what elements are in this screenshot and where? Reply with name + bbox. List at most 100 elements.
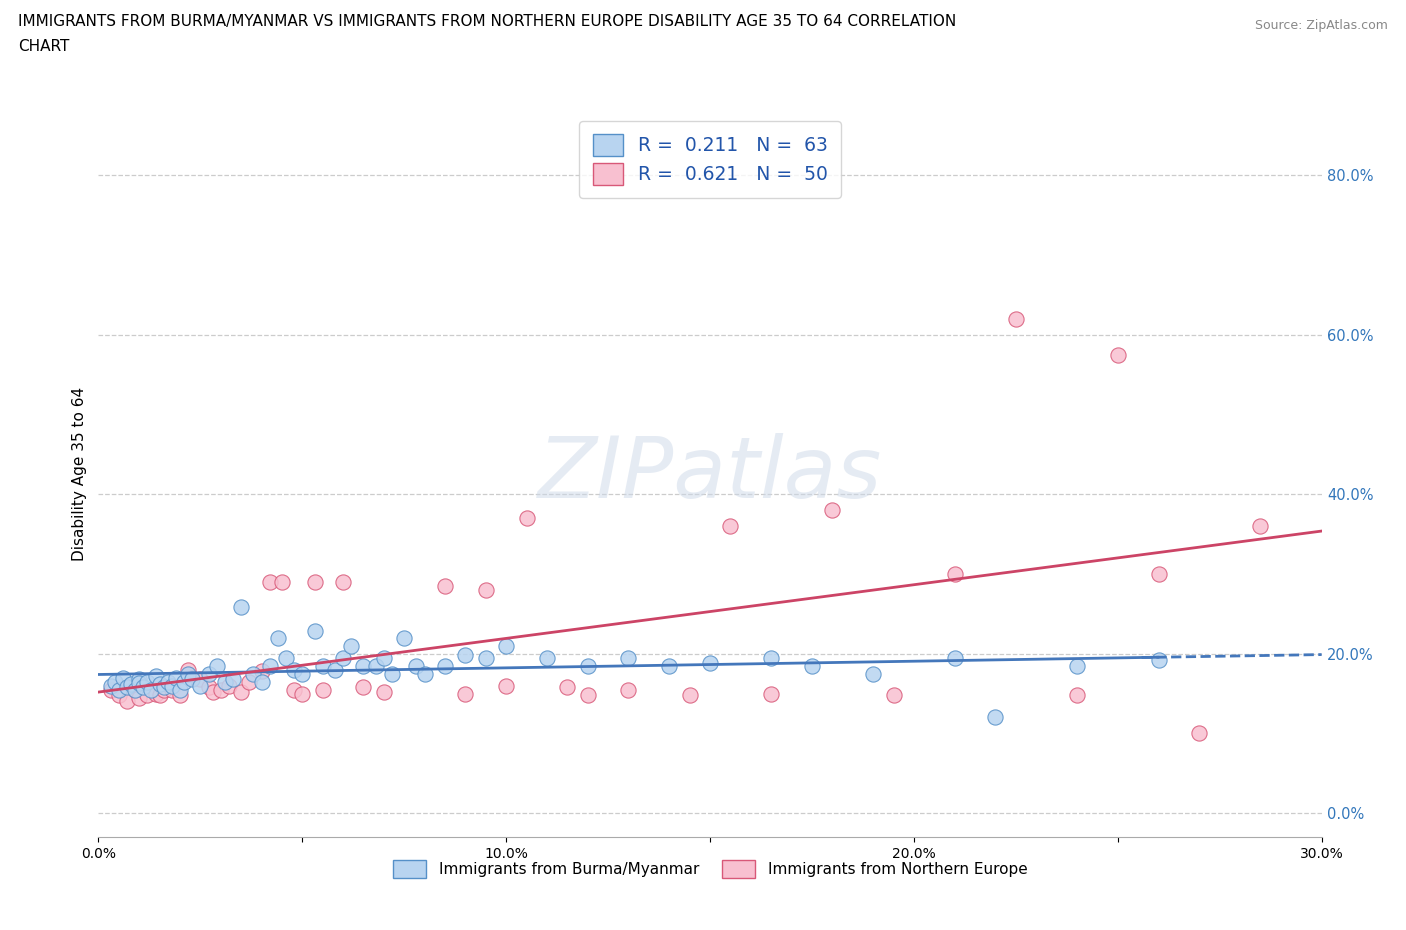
Point xyxy=(160,682,183,697)
Point xyxy=(169,682,191,697)
Point xyxy=(188,671,212,686)
Point xyxy=(434,658,457,673)
Point xyxy=(576,658,599,673)
Point xyxy=(270,575,294,590)
Point xyxy=(392,631,416,645)
Point xyxy=(364,658,387,673)
Point xyxy=(108,687,131,702)
Point xyxy=(124,682,146,697)
Point xyxy=(250,664,273,679)
Point xyxy=(413,666,436,681)
Point xyxy=(801,658,824,673)
Point xyxy=(1107,347,1129,362)
Point xyxy=(761,686,783,701)
Point xyxy=(332,650,354,665)
Point xyxy=(201,684,224,699)
Point xyxy=(352,658,374,673)
Point xyxy=(761,650,783,665)
Point xyxy=(718,519,742,534)
Point xyxy=(128,671,150,686)
Point xyxy=(115,694,138,709)
Point xyxy=(100,678,122,693)
Point xyxy=(454,686,477,701)
Point xyxy=(124,682,146,697)
Text: Source: ZipAtlas.com: Source: ZipAtlas.com xyxy=(1254,19,1388,32)
Point xyxy=(205,658,228,673)
Point xyxy=(304,624,326,639)
Point xyxy=(152,680,174,695)
Point xyxy=(373,650,395,665)
Point xyxy=(1249,519,1271,534)
Point xyxy=(169,687,191,702)
Point xyxy=(177,666,200,681)
Point xyxy=(1147,566,1170,581)
Point xyxy=(132,680,155,695)
Point xyxy=(152,682,174,697)
Point xyxy=(173,674,195,689)
Point xyxy=(209,682,232,697)
Point xyxy=(197,680,219,695)
Point xyxy=(188,678,212,693)
Point xyxy=(242,666,264,681)
Point xyxy=(1188,726,1211,741)
Point xyxy=(352,680,374,695)
Point xyxy=(145,686,167,701)
Point xyxy=(883,687,905,702)
Point xyxy=(128,676,150,691)
Text: CHART: CHART xyxy=(18,39,70,54)
Point xyxy=(165,671,187,685)
Point xyxy=(197,666,219,681)
Point xyxy=(218,678,240,693)
Point xyxy=(156,674,179,689)
Point xyxy=(1066,687,1088,702)
Point xyxy=(340,638,363,653)
Point xyxy=(145,669,167,684)
Point xyxy=(149,676,172,691)
Point xyxy=(862,666,884,681)
Point xyxy=(454,648,477,663)
Point xyxy=(312,682,335,697)
Point xyxy=(141,682,163,697)
Point xyxy=(312,658,335,673)
Point xyxy=(555,680,579,695)
Point xyxy=(115,680,138,695)
Text: ZIPatlas: ZIPatlas xyxy=(538,432,882,516)
Point xyxy=(1147,653,1170,668)
Point xyxy=(104,674,127,689)
Point xyxy=(679,687,702,702)
Point xyxy=(238,674,260,689)
Point xyxy=(474,650,498,665)
Point xyxy=(283,682,305,697)
Point xyxy=(250,674,273,689)
Text: IMMIGRANTS FROM BURMA/MYANMAR VS IMMIGRANTS FROM NORTHERN EUROPE DISABILITY AGE : IMMIGRANTS FROM BURMA/MYANMAR VS IMMIGRA… xyxy=(18,14,956,29)
Point xyxy=(160,678,183,693)
Point xyxy=(943,650,966,665)
Point xyxy=(111,671,134,685)
Point xyxy=(231,684,253,699)
Point xyxy=(181,671,204,686)
Point xyxy=(943,566,966,581)
Point xyxy=(658,658,681,673)
Point xyxy=(283,662,305,677)
Point xyxy=(274,650,297,665)
Point xyxy=(576,687,599,702)
Point xyxy=(617,682,640,697)
Point xyxy=(120,676,142,691)
Point xyxy=(474,582,498,597)
Point xyxy=(136,687,159,702)
Point xyxy=(434,578,457,593)
Point xyxy=(304,575,326,590)
Point xyxy=(267,631,290,645)
Point xyxy=(699,656,721,671)
Point xyxy=(222,671,245,686)
Point xyxy=(108,682,131,697)
Point xyxy=(495,638,517,653)
Point xyxy=(291,686,314,701)
Point xyxy=(214,674,236,689)
Point xyxy=(231,600,253,615)
Y-axis label: Disability Age 35 to 64: Disability Age 35 to 64 xyxy=(72,387,87,562)
Point xyxy=(617,650,640,665)
Point xyxy=(516,511,538,525)
Point xyxy=(1066,658,1088,673)
Point xyxy=(332,575,354,590)
